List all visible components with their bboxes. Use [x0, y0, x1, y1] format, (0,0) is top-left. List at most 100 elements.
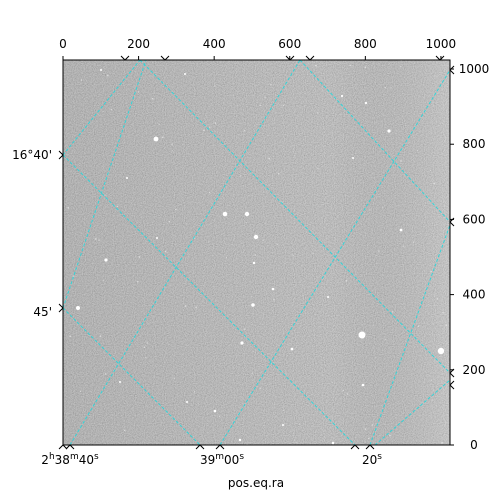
faint-star	[168, 221, 171, 223]
faint-star	[262, 239, 264, 241]
x-axis-title: pos.eq.ra	[228, 476, 284, 490]
faint-star	[123, 429, 126, 431]
world-axis-ticks: 2h38m40s 39m00s 20s 16°40' 45'	[12, 55, 455, 467]
faint-star	[104, 373, 107, 375]
faint-star	[245, 222, 247, 224]
bottom-world-tick	[58, 444, 68, 450]
pixel-axis-ticks: 0 200 400 600 800 1000 0 200 400 600 800 1000	[59, 37, 489, 452]
faint-star	[431, 399, 433, 401]
star	[153, 136, 159, 142]
faint-star	[412, 241, 415, 243]
coordinate-grid	[63, 60, 450, 445]
star	[238, 438, 242, 442]
faint-star	[296, 441, 298, 443]
faint-star	[382, 206, 384, 208]
faint-star	[342, 389, 344, 392]
faint-star	[317, 112, 319, 114]
right-world-tick	[449, 368, 455, 378]
faint-star	[371, 424, 374, 426]
faint-star	[390, 87, 392, 89]
right-axis-tick-label: 400	[463, 288, 486, 302]
star	[126, 177, 128, 179]
faint-star	[364, 66, 367, 68]
faint-star	[138, 256, 141, 258]
faint-star	[69, 252, 71, 254]
faint-star	[250, 296, 252, 298]
bottom-world-tick	[350, 444, 360, 450]
faint-star	[79, 390, 82, 392]
top-axis-tick-label: 600	[278, 37, 301, 51]
faint-star	[349, 64, 351, 67]
faint-star	[161, 296, 163, 298]
faint-star	[214, 85, 216, 87]
grid-line	[63, 154, 356, 445]
top-world-tick	[285, 55, 295, 61]
faint-star	[433, 182, 435, 185]
sky-image	[63, 60, 450, 445]
top-world-tick	[435, 55, 445, 61]
right-world-tick	[449, 217, 455, 227]
faint-star	[208, 241, 210, 243]
faint-star	[197, 402, 199, 404]
faint-star	[384, 86, 386, 89]
faint-star	[94, 238, 97, 240]
star	[327, 296, 329, 298]
ra-tick-label: 20s	[362, 452, 382, 467]
faint-star	[314, 64, 317, 67]
faint-star	[104, 194, 106, 196]
faint-star	[400, 65, 402, 67]
faint-star	[430, 270, 432, 273]
faint-star	[80, 79, 83, 81]
faint-star	[173, 377, 176, 379]
faint-star	[441, 441, 443, 444]
right-axis-tick-label: 0	[470, 438, 478, 452]
faint-star	[402, 245, 404, 247]
faint-star	[264, 96, 266, 99]
star	[282, 424, 284, 426]
faint-star	[136, 281, 139, 283]
right-axis-tick-label: 600	[463, 212, 486, 226]
faint-star	[400, 160, 402, 162]
faint-star	[214, 122, 217, 124]
ra-tick-label: 39m00s	[200, 452, 244, 467]
plot-frame	[62, 59, 451, 446]
faint-star	[102, 279, 104, 281]
faint-star	[389, 434, 391, 437]
star	[222, 211, 228, 217]
faint-star	[445, 324, 448, 327]
star	[184, 73, 186, 75]
right-axis-tick-label: 1000	[459, 62, 490, 76]
faint-star	[391, 311, 394, 313]
faint-star	[417, 325, 420, 327]
faint-star	[259, 387, 261, 390]
faint-star	[137, 91, 140, 93]
star	[331, 441, 335, 445]
top-axis-tick-label: 800	[354, 37, 377, 51]
faint-star	[299, 423, 300, 425]
faint-star	[218, 415, 220, 417]
star	[186, 401, 188, 403]
star	[104, 258, 108, 262]
bottom-world-tick	[365, 444, 375, 450]
faint-star	[98, 239, 100, 241]
faint-star	[203, 129, 205, 132]
faint-star	[102, 111, 104, 112]
faint-star	[292, 254, 294, 257]
top-world-tick	[120, 55, 130, 61]
faint-star	[164, 250, 167, 253]
grid-line	[63, 307, 201, 445]
left-world-tick	[58, 150, 64, 160]
faint-star	[436, 298, 439, 300]
faint-star	[184, 305, 187, 307]
faint-star	[430, 379, 432, 381]
star	[352, 157, 354, 159]
grid-line	[369, 224, 450, 445]
faint-star	[151, 97, 154, 100]
faint-star	[90, 390, 92, 392]
star	[437, 347, 445, 355]
faint-star	[251, 372, 253, 375]
faint-star	[67, 207, 70, 209]
faint-star	[244, 130, 246, 132]
top-axis-tick-label: 1000	[426, 37, 457, 51]
